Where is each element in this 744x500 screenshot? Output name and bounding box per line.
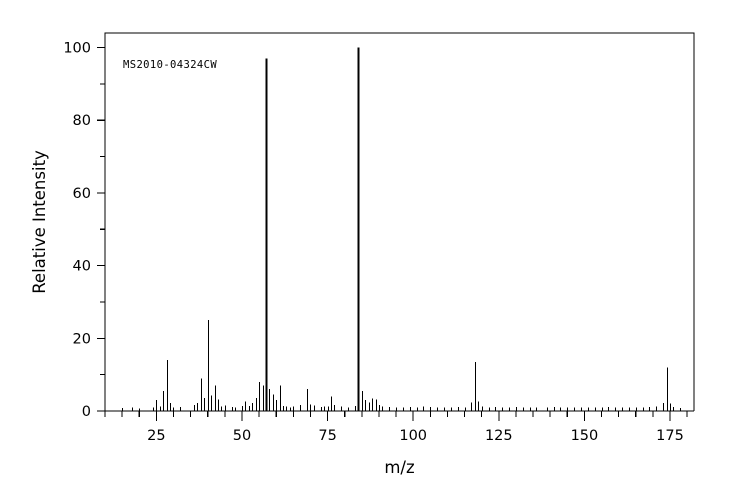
y-tick-label-0: 0 xyxy=(82,404,91,420)
x-tick-label-50: 50 xyxy=(233,428,251,444)
annotation-label: MS2010-04324CW xyxy=(123,59,217,71)
peak-series xyxy=(121,47,682,411)
y-tick-label-60: 60 xyxy=(73,186,91,202)
x-tick-label-175: 175 xyxy=(656,428,684,444)
x-tick-label-25: 25 xyxy=(147,428,165,444)
x-tick-label-75: 75 xyxy=(318,428,336,444)
x-axis-title: m/z xyxy=(384,458,414,477)
y-axis-title: Relative Intensity xyxy=(30,150,49,294)
plot-frame xyxy=(104,32,695,411)
y-tick-label-100: 100 xyxy=(63,41,91,57)
y-tick-label-40: 40 xyxy=(73,259,91,275)
x-tick-label-150: 150 xyxy=(571,428,599,444)
x-tick-label-125: 125 xyxy=(485,428,513,444)
y-tick-label-80: 80 xyxy=(73,113,91,129)
x-tick-label-100: 100 xyxy=(399,428,427,444)
y-tick-label-20: 20 xyxy=(73,331,91,347)
